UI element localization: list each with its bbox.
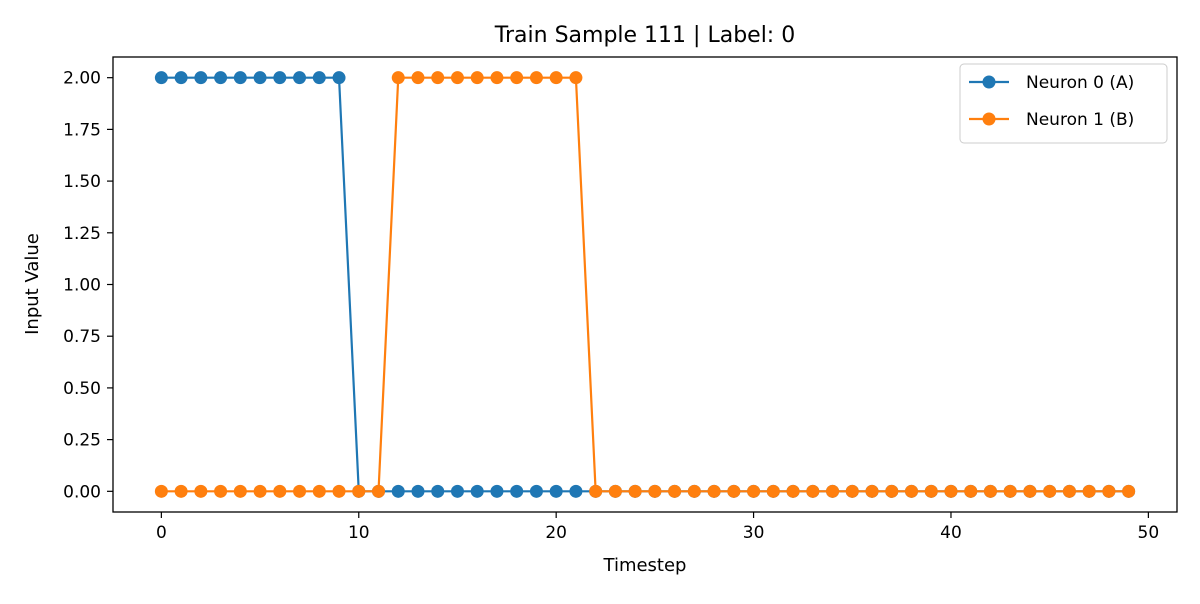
data-point bbox=[214, 71, 228, 85]
data-point bbox=[648, 484, 662, 498]
plot-area bbox=[154, 71, 1136, 498]
y-tick-label: 1.00 bbox=[63, 276, 101, 296]
data-point bbox=[944, 484, 958, 498]
data-point bbox=[707, 484, 721, 498]
data-point bbox=[253, 71, 267, 85]
data-point bbox=[312, 71, 326, 85]
legend-marker bbox=[982, 112, 996, 126]
data-point bbox=[1062, 484, 1076, 498]
x-tick-label: 20 bbox=[545, 523, 567, 543]
data-point bbox=[194, 484, 208, 498]
data-point bbox=[1102, 484, 1116, 498]
legend-marker bbox=[982, 75, 996, 89]
data-point bbox=[273, 71, 287, 85]
data-point bbox=[332, 71, 346, 85]
data-point bbox=[431, 71, 445, 85]
data-point bbox=[786, 484, 800, 498]
data-point bbox=[529, 484, 543, 498]
data-point bbox=[411, 484, 425, 498]
data-point bbox=[253, 484, 267, 498]
data-point bbox=[668, 484, 682, 498]
data-point bbox=[372, 484, 386, 498]
chart-title: Train Sample 111 | Label: 0 bbox=[494, 23, 795, 48]
x-tick-label: 50 bbox=[1138, 523, 1160, 543]
data-point bbox=[885, 484, 899, 498]
legend-box bbox=[959, 63, 1168, 144]
data-point bbox=[470, 71, 484, 85]
legend-label: Neuron 1 (B) bbox=[1026, 110, 1134, 130]
data-point bbox=[391, 484, 405, 498]
x-tick-label: 30 bbox=[743, 523, 765, 543]
data-point bbox=[431, 484, 445, 498]
data-point bbox=[1023, 484, 1037, 498]
y-tick-label: 1.50 bbox=[63, 172, 101, 192]
data-point bbox=[233, 71, 247, 85]
data-point bbox=[1122, 484, 1136, 498]
y-axis-label: Input Value bbox=[22, 233, 43, 335]
x-tick-label: 40 bbox=[940, 523, 962, 543]
y-tick-label: 0.00 bbox=[63, 482, 101, 502]
data-point bbox=[174, 484, 188, 498]
data-point bbox=[293, 71, 307, 85]
data-point bbox=[214, 484, 228, 498]
legend: Neuron 0 (A) Neuron 1 (B) bbox=[959, 63, 1168, 144]
data-point bbox=[450, 484, 464, 498]
data-point bbox=[569, 71, 583, 85]
data-point bbox=[529, 71, 543, 85]
y-tick-label: 0.50 bbox=[63, 379, 101, 399]
data-point bbox=[687, 484, 701, 498]
y-tick-label: 0.75 bbox=[63, 327, 101, 347]
data-point bbox=[510, 71, 524, 85]
data-point bbox=[964, 484, 978, 498]
data-point bbox=[174, 71, 188, 85]
data-point bbox=[332, 484, 346, 498]
data-point bbox=[826, 484, 840, 498]
data-point bbox=[510, 484, 524, 498]
data-point bbox=[983, 484, 997, 498]
y-axis: 0.00 0.25 0.50 0.75 1.00 1.25 1.50 1.75 2.00 bbox=[63, 69, 113, 502]
data-point bbox=[1003, 484, 1017, 498]
data-point bbox=[904, 484, 918, 498]
data-point bbox=[589, 484, 603, 498]
data-point bbox=[1043, 484, 1057, 498]
data-point bbox=[312, 484, 326, 498]
y-tick-label: 0.25 bbox=[63, 431, 101, 451]
data-point bbox=[194, 71, 208, 85]
data-point bbox=[352, 484, 366, 498]
y-tick-label: 1.75 bbox=[63, 120, 101, 140]
data-point bbox=[273, 484, 287, 498]
data-point bbox=[549, 484, 563, 498]
data-point bbox=[470, 484, 484, 498]
x-tick-label: 0 bbox=[156, 523, 167, 543]
data-point bbox=[766, 484, 780, 498]
x-tick-label: 10 bbox=[348, 523, 370, 543]
data-point bbox=[391, 71, 405, 85]
y-tick-label: 2.00 bbox=[63, 69, 101, 89]
y-tick-label: 1.25 bbox=[63, 224, 101, 244]
data-point bbox=[865, 484, 879, 498]
data-point bbox=[549, 71, 563, 85]
data-point bbox=[1082, 484, 1096, 498]
data-point bbox=[293, 484, 307, 498]
x-axis-label: Timestep bbox=[603, 555, 687, 576]
data-point bbox=[411, 71, 425, 85]
data-point bbox=[806, 484, 820, 498]
data-point bbox=[608, 484, 622, 498]
data-point bbox=[628, 484, 642, 498]
data-point bbox=[924, 484, 938, 498]
data-point bbox=[233, 484, 247, 498]
legend-label: Neuron 0 (A) bbox=[1026, 73, 1134, 93]
data-point bbox=[154, 71, 168, 85]
x-axis: 0 10 20 30 40 50 bbox=[156, 512, 1159, 543]
data-point bbox=[450, 71, 464, 85]
data-point bbox=[154, 484, 168, 498]
data-point bbox=[845, 484, 859, 498]
data-point bbox=[747, 484, 761, 498]
data-point bbox=[569, 484, 583, 498]
data-point bbox=[727, 484, 741, 498]
data-point bbox=[490, 71, 504, 85]
data-point bbox=[490, 484, 504, 498]
